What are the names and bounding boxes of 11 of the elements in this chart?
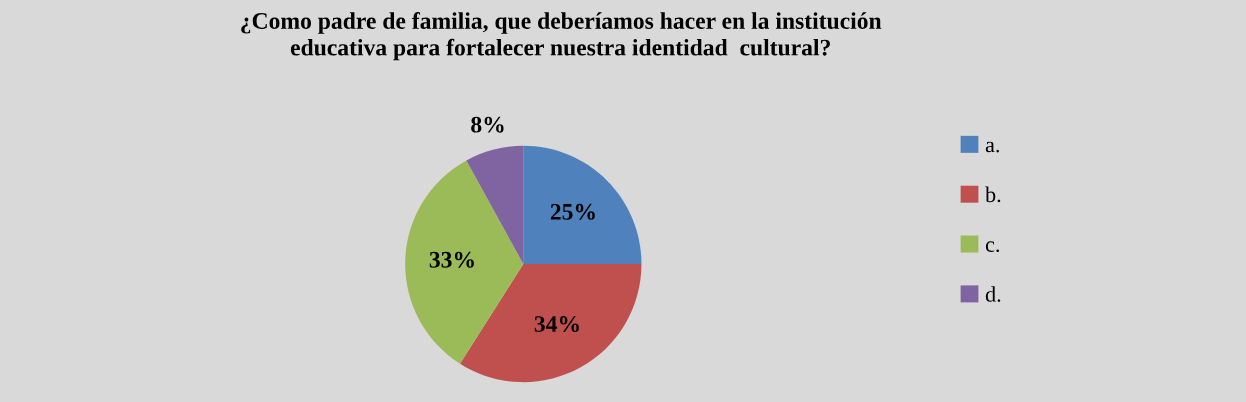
data-label: 8% bbox=[471, 116, 504, 133]
pie-slice bbox=[523, 145, 642, 265]
pie-slice bbox=[405, 160, 524, 364]
data-label: 34% bbox=[534, 316, 579, 333]
legend-label: d. bbox=[985, 286, 1001, 302]
data-label: 25% bbox=[550, 203, 595, 220]
chart-title: ¿Como padre de familia, que deberíamos hacer en la institución educativa para fortalecer nuestra identidad cultural? bbox=[241, 12, 882, 61]
data-label: 33% bbox=[429, 251, 474, 268]
legend-label: b. bbox=[985, 186, 1001, 203]
legend-label: c. bbox=[985, 241, 1000, 253]
legend-label: a. bbox=[985, 141, 1000, 153]
